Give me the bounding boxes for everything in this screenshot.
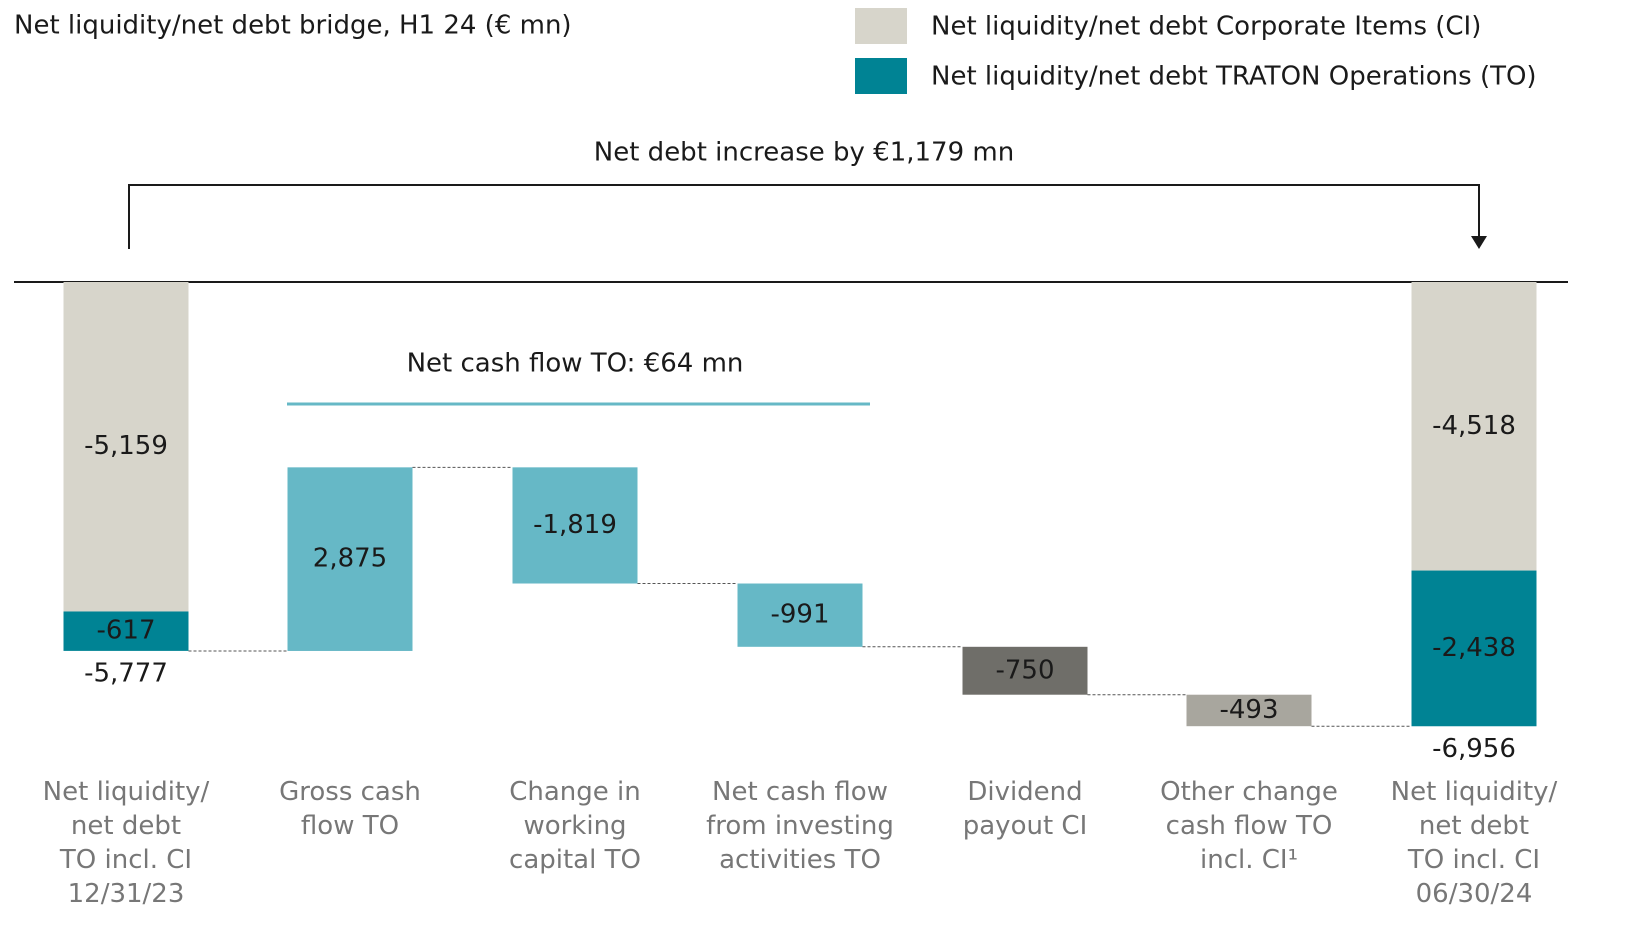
- bar: [512, 467, 638, 584]
- chart-title: Net liquidity/net debt bridge, H1 24 (€ …: [14, 11, 572, 41]
- x-tick-label: Other change cash flow TO incl. CI¹: [1160, 777, 1338, 875]
- bar-segment: [63, 282, 189, 612]
- bar: [737, 583, 863, 647]
- value-label: -617: [96, 616, 155, 646]
- total-label: -6,956: [1432, 734, 1516, 764]
- legend-swatch: [855, 8, 907, 44]
- x-tick-label: Net liquidity/net debt TO incl. CI 12/31/2…: [43, 777, 210, 909]
- value-label: -5,159: [84, 431, 168, 461]
- bracket-label: Net cash flow TO: €64 mn: [407, 349, 744, 379]
- legend-label: Net liquidity/net debt TRATON Operations…: [931, 62, 1537, 92]
- bracket-arrow: [128, 184, 1480, 249]
- bar: [1186, 694, 1312, 727]
- value-label: -493: [1219, 695, 1278, 725]
- legend-label: Net liquidity/net debt Corporate Items (…: [931, 12, 1481, 42]
- value-label: 2,875: [313, 544, 387, 574]
- x-tick-label: Net liquidity/net debt TO incl. CI 06/30/2…: [1391, 777, 1558, 909]
- value-label: -2,438: [1432, 633, 1516, 663]
- value-label: -1,819: [533, 510, 617, 540]
- x-tick-label: Gross cash flow TO: [279, 777, 421, 841]
- bar: [287, 467, 413, 651]
- bar-segment: [1411, 570, 1537, 727]
- arrow-head: [1471, 236, 1487, 249]
- x-tick-label: Net cash flow from investing activities TO: [706, 777, 894, 875]
- bar: [962, 646, 1088, 695]
- value-label: -750: [995, 655, 1054, 685]
- value-label: -4,518: [1432, 411, 1516, 441]
- total-label: -5,777: [84, 658, 168, 688]
- bar-segment: [1411, 282, 1537, 571]
- x-tick-label: Dividend payout CI: [963, 777, 1088, 841]
- value-label: -991: [770, 600, 829, 630]
- x-tick-label: Change in working capital TO: [509, 777, 641, 875]
- annotation: Net debt increase by €1,179 mn: [594, 138, 1014, 168]
- bar-segment: [63, 611, 189, 651]
- legend-swatch: [855, 58, 907, 94]
